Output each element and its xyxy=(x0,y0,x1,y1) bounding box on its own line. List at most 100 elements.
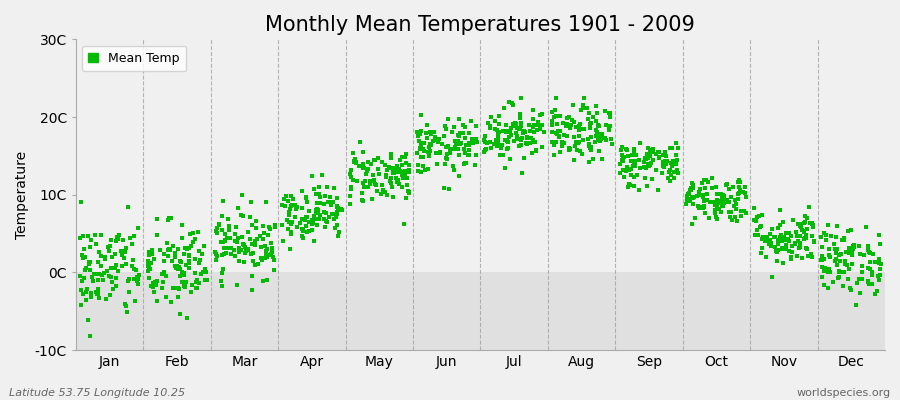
Point xyxy=(661,174,675,181)
Point xyxy=(581,110,596,116)
Point xyxy=(778,246,792,253)
Point xyxy=(863,266,878,272)
Point xyxy=(590,128,605,135)
Point xyxy=(346,150,361,156)
Point xyxy=(307,216,321,223)
Point xyxy=(212,222,227,228)
Point xyxy=(384,184,399,190)
Point xyxy=(723,214,737,220)
Point xyxy=(709,214,724,220)
Point xyxy=(649,151,663,157)
Point xyxy=(363,181,377,188)
Point xyxy=(632,157,646,163)
Point xyxy=(89,241,104,247)
Point xyxy=(290,204,304,210)
Point xyxy=(618,146,633,152)
Point xyxy=(418,130,433,137)
Point xyxy=(763,231,778,237)
Point xyxy=(725,184,740,190)
Point xyxy=(102,248,116,254)
Point xyxy=(104,292,118,298)
Point xyxy=(429,150,444,156)
Point xyxy=(319,210,333,216)
Point xyxy=(759,234,773,240)
Point xyxy=(873,240,887,247)
Point xyxy=(716,200,730,207)
Point xyxy=(77,254,92,260)
Point xyxy=(361,166,375,173)
Point xyxy=(525,150,539,156)
Point xyxy=(544,108,559,115)
Point xyxy=(651,148,665,155)
Point xyxy=(438,160,453,167)
Point xyxy=(300,228,314,235)
Point xyxy=(755,212,770,218)
Point xyxy=(836,282,850,289)
Point xyxy=(400,188,415,194)
Point xyxy=(414,111,428,118)
Point xyxy=(166,243,180,249)
Point xyxy=(332,228,347,235)
Point xyxy=(520,134,535,140)
Point xyxy=(296,228,310,234)
Point xyxy=(350,177,365,184)
Point xyxy=(280,217,294,223)
Point xyxy=(310,216,324,222)
Point xyxy=(770,248,784,254)
Point xyxy=(481,140,495,146)
Point xyxy=(310,222,324,229)
Point xyxy=(428,134,443,140)
Point xyxy=(98,254,112,260)
Point xyxy=(545,122,560,128)
Point xyxy=(514,95,528,101)
Point xyxy=(401,166,416,173)
Point xyxy=(343,193,357,199)
Point xyxy=(413,128,428,135)
Point xyxy=(421,144,436,150)
Point xyxy=(416,146,430,152)
Point xyxy=(506,122,520,129)
Point xyxy=(860,224,874,230)
Point xyxy=(613,161,627,167)
Point xyxy=(781,236,796,242)
Point xyxy=(78,264,93,271)
Point xyxy=(141,263,156,270)
Point xyxy=(554,128,568,134)
Point xyxy=(575,136,590,143)
Point xyxy=(284,193,298,200)
Point xyxy=(781,236,796,243)
Point xyxy=(92,295,106,302)
Point xyxy=(622,166,636,173)
Point xyxy=(102,273,116,279)
Point xyxy=(251,261,266,267)
Point xyxy=(526,139,540,146)
Point xyxy=(142,275,157,281)
Point xyxy=(776,236,790,243)
Point xyxy=(258,250,273,257)
Point xyxy=(491,140,506,146)
Point xyxy=(869,288,884,294)
Point xyxy=(554,142,569,149)
Point xyxy=(728,214,742,220)
Point xyxy=(814,257,829,263)
Point xyxy=(643,148,657,154)
Point xyxy=(710,197,724,203)
Point xyxy=(348,159,363,165)
Point xyxy=(526,116,541,122)
Point xyxy=(386,194,400,200)
Point xyxy=(621,180,635,187)
Point xyxy=(171,294,185,300)
Point xyxy=(420,122,435,128)
Point xyxy=(857,252,871,258)
Point xyxy=(655,159,670,165)
Point xyxy=(188,256,202,262)
Point xyxy=(283,246,297,252)
Point xyxy=(697,198,711,204)
Point xyxy=(173,258,187,264)
Point xyxy=(855,269,869,276)
Point xyxy=(576,105,590,111)
Point xyxy=(478,146,492,153)
Point xyxy=(491,128,506,135)
Point xyxy=(140,268,155,274)
Point xyxy=(429,161,444,167)
